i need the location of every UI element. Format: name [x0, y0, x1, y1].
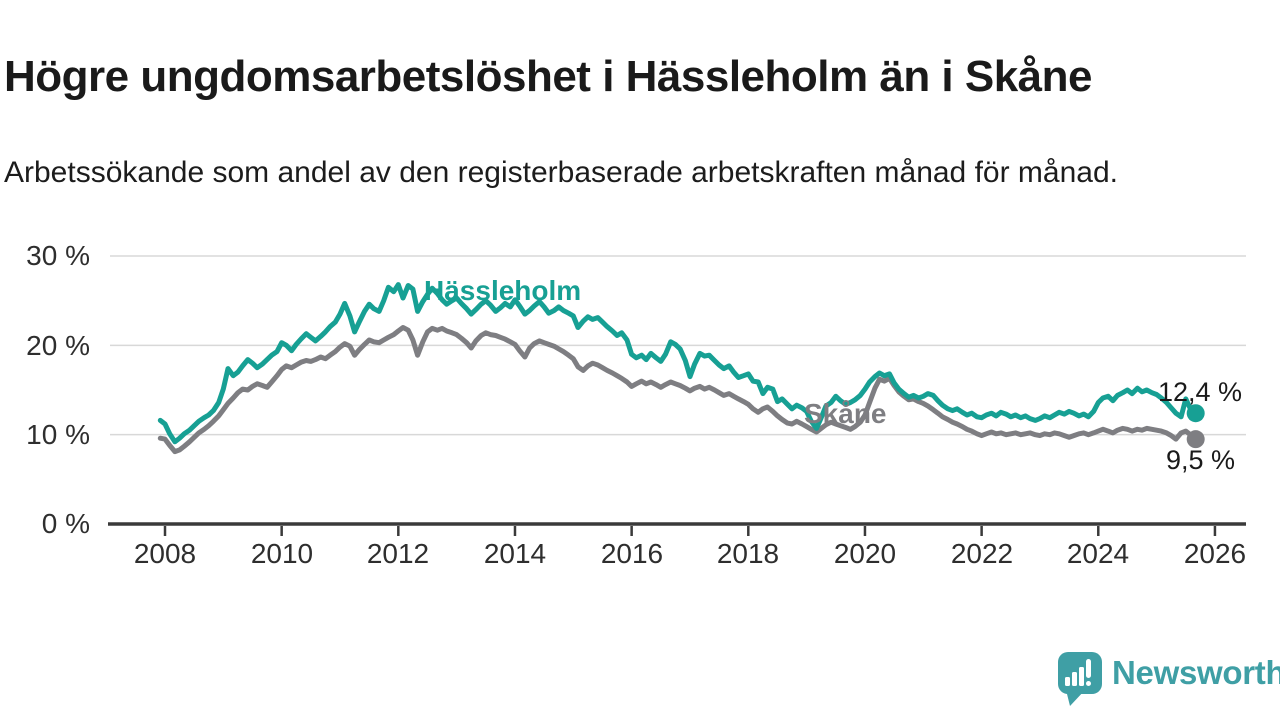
series-label-hassleholm: Hässleholm — [424, 275, 582, 306]
x-tick-label-2014: 2014 — [483, 538, 547, 569]
x-tick-label-2016: 2016 — [600, 538, 664, 569]
x-tick-label-2012: 2012 — [366, 538, 430, 569]
logo-exclamation-bar — [1086, 659, 1091, 678]
brand-wordmark: Newsworthy — [1112, 654, 1280, 691]
newsworthy-logo-icon — [1058, 652, 1102, 706]
series-end-dot-skne — [1186, 430, 1205, 449]
series-line-skne — [157, 325, 1199, 455]
x-tick-label-2026: 2026 — [1183, 538, 1247, 569]
y-tick-label-20: 20 % — [26, 330, 90, 361]
series-line-hssleholm — [157, 282, 1199, 445]
page-title: Högre ungdomsarbetslöshet i Hässleholm ä… — [4, 52, 1093, 102]
x-tick-label-2020: 2020 — [833, 538, 897, 569]
newsworthy-logo: Newsworthy — [1052, 646, 1280, 710]
x-tick-label-2024: 2024 — [1066, 538, 1130, 569]
y-tick-label-10: 10 % — [26, 419, 90, 450]
y-tick-label-0: 0 % — [41, 508, 90, 539]
series-label-skane: Skåne — [804, 398, 887, 429]
end-value-label-hassleholm: 12,4 % — [1158, 377, 1243, 407]
x-tick-label-2008: 2008 — [133, 538, 197, 569]
logo-bubble-tail — [1066, 690, 1085, 706]
x-tick-label-2022: 2022 — [950, 538, 1014, 569]
series-end-dot-hssleholm — [1186, 404, 1205, 423]
chart-subtitle: Arbetssökande som andel av den registerb… — [4, 156, 1118, 189]
logo-bar-2 — [1072, 672, 1077, 686]
y-tick-label-30: 30 % — [26, 240, 90, 271]
logo-exclamation-dot — [1086, 681, 1091, 686]
logo-bar-1 — [1065, 677, 1070, 686]
end-value-label-skane: 9,5 % — [1166, 445, 1236, 475]
logo-bar-3 — [1079, 667, 1084, 686]
x-tick-label-2010: 2010 — [250, 538, 314, 569]
x-tick-label-2018: 2018 — [716, 538, 780, 569]
